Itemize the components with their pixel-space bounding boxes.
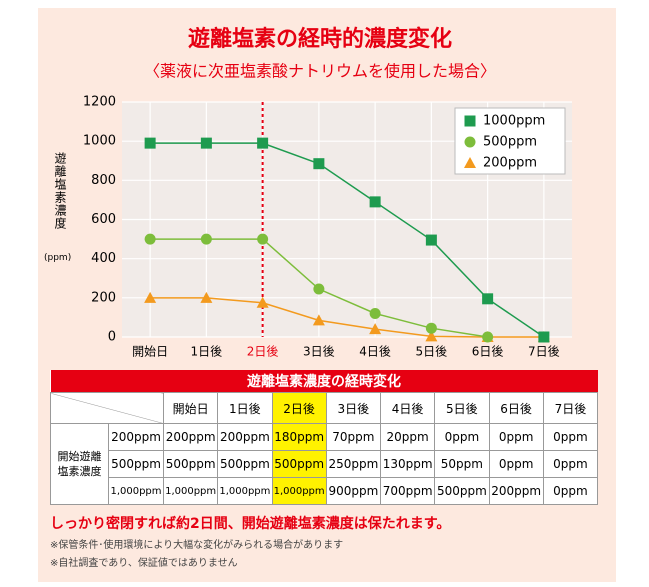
table-cell: 50ppm xyxy=(434,450,490,478)
column-header: 7日後 xyxy=(542,392,599,424)
table-cell: 0ppm xyxy=(542,450,599,478)
marker xyxy=(144,291,157,303)
table-cell: 0ppm xyxy=(488,450,544,478)
legend-marker xyxy=(464,136,476,148)
marker xyxy=(312,314,325,326)
small-note: ※自社調査であり、保証値ではありません xyxy=(50,558,238,569)
table-cell: 0ppm xyxy=(542,423,599,451)
data-table: 遊離塩素濃度の経時変化 開始日 1日後 2日後 3日後 4日後 5日後 6日後 7日後開始遊離塩… xyxy=(50,370,599,505)
series-line xyxy=(150,297,544,338)
y-axis-unit: (ppm) xyxy=(44,253,72,263)
x-tick-label: 1日後 xyxy=(191,345,223,359)
notes: しっかり密閉すれば約2日間、開始遊離塩素濃度は保たれます。 ※保管条件･使用環境… xyxy=(50,513,450,569)
table-cell: 500ppm xyxy=(271,450,327,478)
legend-marker xyxy=(464,115,476,127)
row-label: 200ppm xyxy=(108,423,164,451)
small-note: ※保管条件･使用環境により大幅な変化がみられる場合があります xyxy=(50,540,344,551)
main-note: しっかり密閉すれば約2日間、開始遊離塩素濃度は保たれます。 xyxy=(50,516,451,532)
marker xyxy=(144,233,156,245)
y-tick-label: 1200 xyxy=(83,95,116,110)
column-header: 1日後 xyxy=(217,392,273,424)
x-tick-label: 6日後 xyxy=(472,345,504,359)
column-header: 4日後 xyxy=(379,392,436,424)
y-tick-label: 1000 xyxy=(83,134,116,149)
legend-marker xyxy=(464,157,476,168)
y-axis-label: 遊離塩素濃度 xyxy=(53,152,67,230)
table-cell: 200ppm xyxy=(488,477,544,505)
y-tick-label: 200 xyxy=(91,290,116,305)
column-header: 2日後 xyxy=(271,392,327,424)
table-cell: 1,000ppm xyxy=(217,477,273,505)
marker xyxy=(257,233,269,245)
y-tick-label: 400 xyxy=(91,251,116,266)
marker xyxy=(256,296,269,308)
table-cell: 500ppm xyxy=(162,450,219,478)
column-header: 3日後 xyxy=(325,392,382,424)
row-label: 500ppm xyxy=(108,450,164,478)
table-cell: 0ppm xyxy=(542,477,599,505)
table-cell: 180ppm xyxy=(271,423,327,451)
column-header: 開始日 xyxy=(162,392,219,424)
x-tick-label: 2日後 xyxy=(247,345,279,359)
table-cell: 70ppm xyxy=(325,423,382,451)
marker xyxy=(200,233,212,245)
table-cell: 500ppm xyxy=(217,450,273,478)
x-tick-label: 7日後 xyxy=(528,345,560,359)
table-cell: 0ppm xyxy=(488,423,544,451)
table-cell: 1,000ppm xyxy=(271,477,327,505)
chart-title: 遊離塩素の経時的濃度変化 xyxy=(188,26,452,52)
chart-subtitle: 〈薬液に次亜塩素酸ナトリウムを使用した場合〉 xyxy=(144,62,496,81)
table-cell: 130ppm xyxy=(379,450,436,478)
marker xyxy=(200,137,212,149)
table-cell: 20ppm xyxy=(379,423,436,451)
x-tick-label: 4日後 xyxy=(359,345,391,359)
y-tick-label: 600 xyxy=(91,212,116,227)
table-cell: 200ppm xyxy=(162,423,219,451)
row-label: 1,000ppm xyxy=(108,477,164,505)
table-cell: 200ppm xyxy=(217,423,273,451)
column-header: 6日後 xyxy=(488,392,544,424)
column-header: 5日後 xyxy=(434,392,490,424)
corner-cell xyxy=(50,392,164,424)
x-tick-label: 開始日 xyxy=(132,345,168,359)
marker xyxy=(425,234,437,246)
x-tick-label: 5日後 xyxy=(416,345,448,359)
marker xyxy=(200,291,213,303)
table-cell: 700ppm xyxy=(379,477,436,505)
table-cell: 500ppm xyxy=(434,477,490,505)
table-cell: 250ppm xyxy=(325,450,382,478)
row-group-label: 開始遊離塩素濃度 xyxy=(50,423,109,505)
marker xyxy=(482,331,494,343)
marker xyxy=(482,293,494,305)
table-title: 遊離塩素濃度の経時変化 xyxy=(50,370,598,393)
marker xyxy=(425,330,438,342)
marker xyxy=(144,137,156,149)
marker xyxy=(369,323,382,335)
marker xyxy=(425,322,437,334)
series-line xyxy=(150,142,545,338)
legend-label: 200ppm xyxy=(483,156,537,171)
marker xyxy=(369,196,381,208)
marker xyxy=(313,158,325,170)
table-cell: 900ppm xyxy=(325,477,382,505)
y-tick-label: 800 xyxy=(91,173,116,188)
y-tick-label: 0 xyxy=(108,330,116,345)
table-cell: 0ppm xyxy=(434,423,490,451)
marker xyxy=(369,308,381,319)
marker xyxy=(538,331,550,343)
marker xyxy=(313,283,325,295)
legend-label: 1000ppm xyxy=(483,114,545,129)
x-tick-label: 3日後 xyxy=(303,345,335,359)
legend-label: 500ppm xyxy=(483,135,537,150)
table-cell: 1,000ppm xyxy=(162,477,219,505)
marker xyxy=(257,137,269,149)
